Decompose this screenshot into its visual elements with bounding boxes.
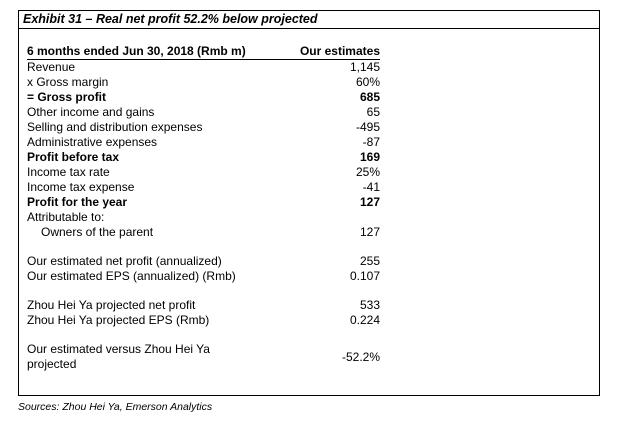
spacer-row — [27, 328, 380, 342]
row-value: 127 — [359, 225, 380, 239]
row-value: 25% — [355, 165, 380, 179]
row-label: Selling and distribution expenses — [27, 120, 203, 134]
source-note: Sources: Zhou Hei Ya, Emerson Analytics — [18, 401, 213, 413]
exhibit-box: Exhibit 31 – Real net profit 52.2% below… — [18, 10, 600, 396]
row-value: 65 — [366, 105, 380, 119]
row-label: Attributable to: — [27, 210, 105, 224]
row-label: x Gross margin — [27, 75, 109, 89]
row-value — [262, 210, 380, 225]
row-label: Zhou Hei Ya projected net profit — [27, 298, 196, 312]
table-row: Administrative expenses -87 — [27, 135, 380, 150]
row-label: Profit before tax — [27, 150, 120, 164]
row-label: Income tax expense — [27, 180, 135, 194]
estimates-table: 6 months ended Jun 30, 2018 (Rmb m) Our … — [27, 43, 380, 372]
row-label: = Gross profit — [27, 90, 107, 104]
table-row: Our estimated versus Zhou Hei Ya project… — [27, 342, 380, 372]
table-row: Zhou Hei Ya projected net profit 533 — [27, 298, 380, 313]
row-label: Owners of the parent — [41, 225, 154, 239]
row-label: Zhou Hei Ya projected EPS (Rmb) — [27, 313, 210, 327]
table-row: Profit for the year 127 — [27, 195, 380, 210]
table-row: Zhou Hei Ya projected EPS (Rmb) 0.224 — [27, 313, 380, 328]
row-label: Revenue — [27, 60, 76, 74]
row-value: -87 — [362, 135, 380, 149]
row-label: Our estimated net profit (annualized) — [27, 254, 222, 268]
table-row: Revenue 1,145 — [27, 60, 380, 76]
table-row: Our estimated net profit (annualized) 25… — [27, 254, 380, 269]
row-value: 255 — [359, 254, 380, 268]
row-value: 0.224 — [349, 313, 380, 327]
row-value: 533 — [359, 298, 380, 312]
row-label: Administrative expenses — [27, 135, 158, 149]
table-header-row: 6 months ended Jun 30, 2018 (Rmb m) Our … — [27, 43, 380, 60]
row-value: -52.2% — [341, 349, 380, 364]
table-row: = Gross profit 685 — [27, 90, 380, 105]
row-value: -41 — [362, 180, 380, 194]
row-label: Our estimated EPS (annualized) (Rmb) — [27, 269, 236, 283]
table-row: Income tax rate 25% — [27, 165, 380, 180]
row-value: 127 — [359, 195, 380, 209]
row-value: 1,145 — [349, 60, 380, 74]
table-row: Income tax expense -41 — [27, 180, 380, 195]
row-value: 685 — [359, 90, 380, 104]
table-row: Other income and gains 65 — [27, 105, 380, 120]
row-value: 169 — [359, 150, 380, 164]
table-row: Selling and distribution expenses -495 — [27, 120, 380, 135]
table-row: Owners of the parent 127 — [27, 225, 380, 240]
row-value: 0.107 — [349, 269, 380, 283]
table-row: Profit before tax 169 — [27, 150, 380, 165]
table-row: x Gross margin 60% — [27, 75, 380, 90]
row-value: 60% — [355, 75, 380, 89]
row-label: Our estimated versus Zhou Hei Ya project… — [27, 342, 210, 371]
exhibit-title: Exhibit 31 – Real net profit 52.2% below… — [19, 11, 599, 29]
row-label: Income tax rate — [27, 165, 110, 179]
table-row: Attributable to: — [27, 210, 380, 225]
table-row: Our estimated EPS (annualized) (Rmb) 0.1… — [27, 269, 380, 284]
spacer-row — [27, 240, 380, 254]
row-label: Profit for the year — [27, 195, 128, 209]
spacer-row — [27, 284, 380, 298]
header-label: 6 months ended Jun 30, 2018 (Rmb m) — [27, 43, 262, 60]
row-value: -495 — [355, 120, 380, 134]
row-label: Other income and gains — [27, 105, 155, 119]
header-value: Our estimates — [261, 43, 380, 60]
